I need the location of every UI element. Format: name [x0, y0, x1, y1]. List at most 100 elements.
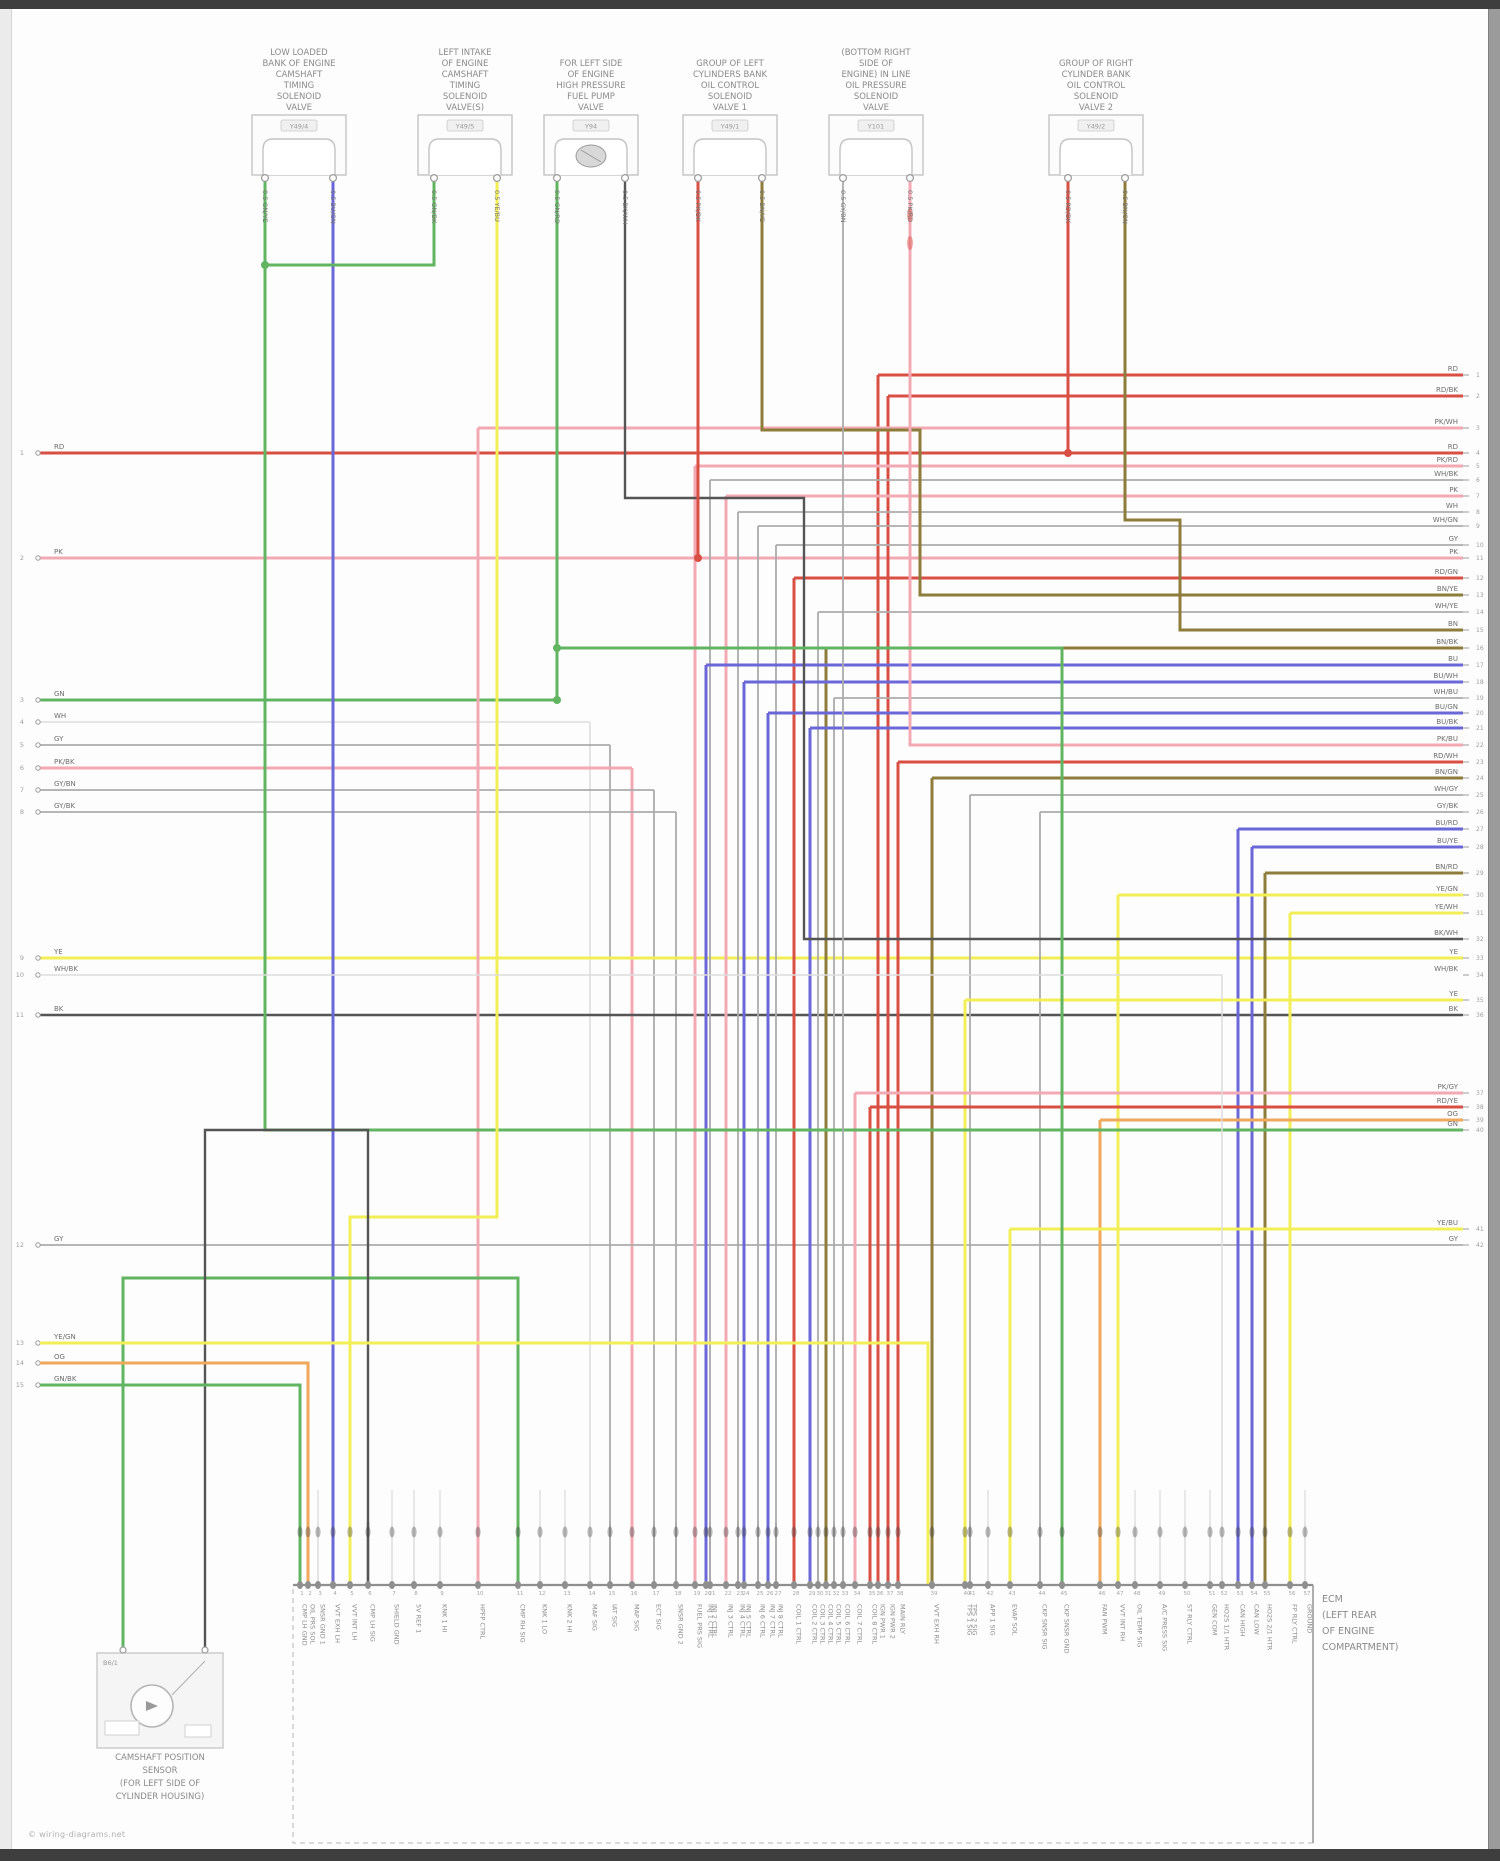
- right-pin-number: 7: [1476, 493, 1480, 500]
- ecm-pin: [755, 1581, 761, 1589]
- sensor-pin: [201, 1646, 209, 1654]
- ecm-pin-number: 19: [694, 1591, 701, 1597]
- ecm-pin-number: 7: [392, 1591, 396, 1597]
- right-wire-code: GN: [1447, 1120, 1458, 1128]
- right-wire-code: BU/RD: [1435, 819, 1458, 827]
- component-label-line: SOLENOID: [277, 92, 322, 102]
- ecm-pin-number: 36: [877, 1591, 884, 1597]
- ecm-pin: [807, 1581, 813, 1589]
- routed-wire-15: [40, 1341, 930, 1585]
- ecm-pin: [985, 1581, 991, 1589]
- component-Y49/2: [1048, 114, 1144, 183]
- right-wire-code: BN/RD: [1435, 863, 1458, 871]
- left-pin: [35, 765, 41, 771]
- ecm-pin: [629, 1581, 635, 1589]
- component-label-line: VALVE: [286, 103, 312, 113]
- stub-terminal: [791, 1526, 797, 1538]
- ecm-pin-number: 25: [757, 1591, 764, 1597]
- ecm-pin-number: 10: [477, 1591, 484, 1597]
- sensor-label-line: SENSOR: [142, 1766, 177, 1776]
- right-wire-code: WH/BK: [1434, 470, 1458, 478]
- ecm-pin-number: 37: [887, 1591, 894, 1597]
- component-code-pill: [857, 119, 895, 132]
- stub-terminal: [1059, 1526, 1065, 1538]
- ecm-pin-number: 34: [854, 1591, 861, 1597]
- left-wire-code: GY/BN: [54, 780, 76, 788]
- left-pin-number: 7: [20, 786, 24, 794]
- right-wire-code: BN/GN: [1435, 768, 1458, 776]
- ecm-pin-label: OIL TEMP SIG: [1136, 1604, 1144, 1647]
- right-scroll-strip[interactable]: [1488, 9, 1500, 1849]
- ecm-pin-number: 16: [631, 1591, 638, 1597]
- ecm-pin-number: 1: [300, 1591, 304, 1597]
- component-label-line: HIGH PRESSURE: [556, 81, 625, 91]
- ecm-pin-label: CAN HIGH: [1239, 1604, 1247, 1637]
- component-code: Y49/2: [1086, 123, 1106, 131]
- ecm-pin-label: IGN PWR 1: [879, 1604, 887, 1639]
- ecm-pin-number: 2: [308, 1591, 312, 1597]
- left-wire-code: WH: [54, 712, 66, 720]
- stub-terminal: [1302, 1526, 1308, 1538]
- sensor-code: B6/1: [103, 1659, 118, 1667]
- ecm-pin-label: COIL 6 CTRL: [844, 1604, 852, 1644]
- ecm-pin-number: 31: [825, 1591, 832, 1597]
- left-pin-number: 3: [20, 696, 24, 704]
- routed-wire-3: [348, 178, 499, 1585]
- right-wire-code: GY/BK: [1437, 802, 1459, 810]
- ecm-pin: [305, 1581, 311, 1589]
- right-pin-number: 26: [1476, 809, 1484, 816]
- stub-terminal: [985, 1526, 991, 1538]
- stub-terminal: [1037, 1526, 1043, 1538]
- routed-wire-7: [760, 178, 1463, 597]
- stub-terminal: [1235, 1526, 1241, 1538]
- ecm-pin: [1287, 1581, 1293, 1589]
- ecm-pin-label: COIL 1 CTRL: [795, 1604, 803, 1644]
- component-label-line: (BOTTOM RIGHT: [841, 48, 911, 58]
- right-wire-code: YE/GN: [1435, 885, 1458, 893]
- left-pin-number: 9: [20, 954, 24, 962]
- stub-terminal: [475, 1526, 481, 1538]
- right-wire-code: YE/BU: [1436, 1219, 1458, 1227]
- left-pin-number: 11: [16, 1011, 24, 1019]
- right-pin-number: 41: [1476, 1226, 1484, 1233]
- ecm-pin-number: 6: [368, 1591, 372, 1597]
- ecm-pin-number: 32: [833, 1591, 840, 1597]
- right-wire-code: BU/GN: [1435, 703, 1458, 711]
- ecm-pin-label: KNK 2 HI: [566, 1604, 574, 1633]
- ecm-pin-label: ST RLY CTRL: [1186, 1604, 1194, 1644]
- right-wire-code: BU/BK: [1436, 718, 1458, 726]
- left-wire-code: YE: [53, 948, 63, 956]
- ecm-pin: [437, 1581, 443, 1589]
- stub-terminal: [1132, 1526, 1138, 1538]
- pin-wire-code: 0.5 GY/BN: [839, 190, 847, 223]
- component-label-line: BANK OF ENGINE: [262, 59, 335, 69]
- ecm-pin: [475, 1581, 481, 1589]
- left-pin-number: 12: [16, 1241, 24, 1249]
- component-label-line: SOLENOID: [708, 92, 753, 102]
- stub-terminal: [607, 1526, 613, 1538]
- component-label-line: LOW LOADED: [270, 48, 328, 58]
- component-Y101: [828, 114, 924, 183]
- right-wire-code: RD/WH: [1433, 752, 1458, 760]
- routed-wire-0: [263, 178, 1463, 1132]
- right-pin-number: 23: [1476, 759, 1484, 766]
- stub-terminal: [1219, 1526, 1225, 1538]
- junction-dot: [553, 644, 561, 652]
- stub-terminal: [831, 1526, 837, 1538]
- routed-wire-11: [1123, 178, 1463, 632]
- solenoid-symbol: [839, 138, 913, 175]
- right-wire-code: PK/WH: [1435, 418, 1458, 426]
- left-pin-number: 1: [20, 449, 24, 457]
- component-label-line: OF ENGINE: [442, 59, 489, 69]
- ecm-pin-label: VVT EXH LH: [334, 1604, 342, 1643]
- left-pin-number: 10: [16, 971, 24, 979]
- ecm-pin-number: 20: [705, 1591, 712, 1597]
- ecm-pin-number: 48: [1134, 1591, 1141, 1597]
- ecm-pin-number: 33: [842, 1591, 849, 1597]
- routed-wire-2: [265, 178, 436, 267]
- right-pin-number: 36: [1476, 1012, 1484, 1019]
- left-pin: [35, 1012, 41, 1018]
- stub-terminal: [840, 1526, 846, 1538]
- ecm-pin-label: APP 1 SIG: [989, 1604, 997, 1636]
- component-Y94: [543, 114, 639, 183]
